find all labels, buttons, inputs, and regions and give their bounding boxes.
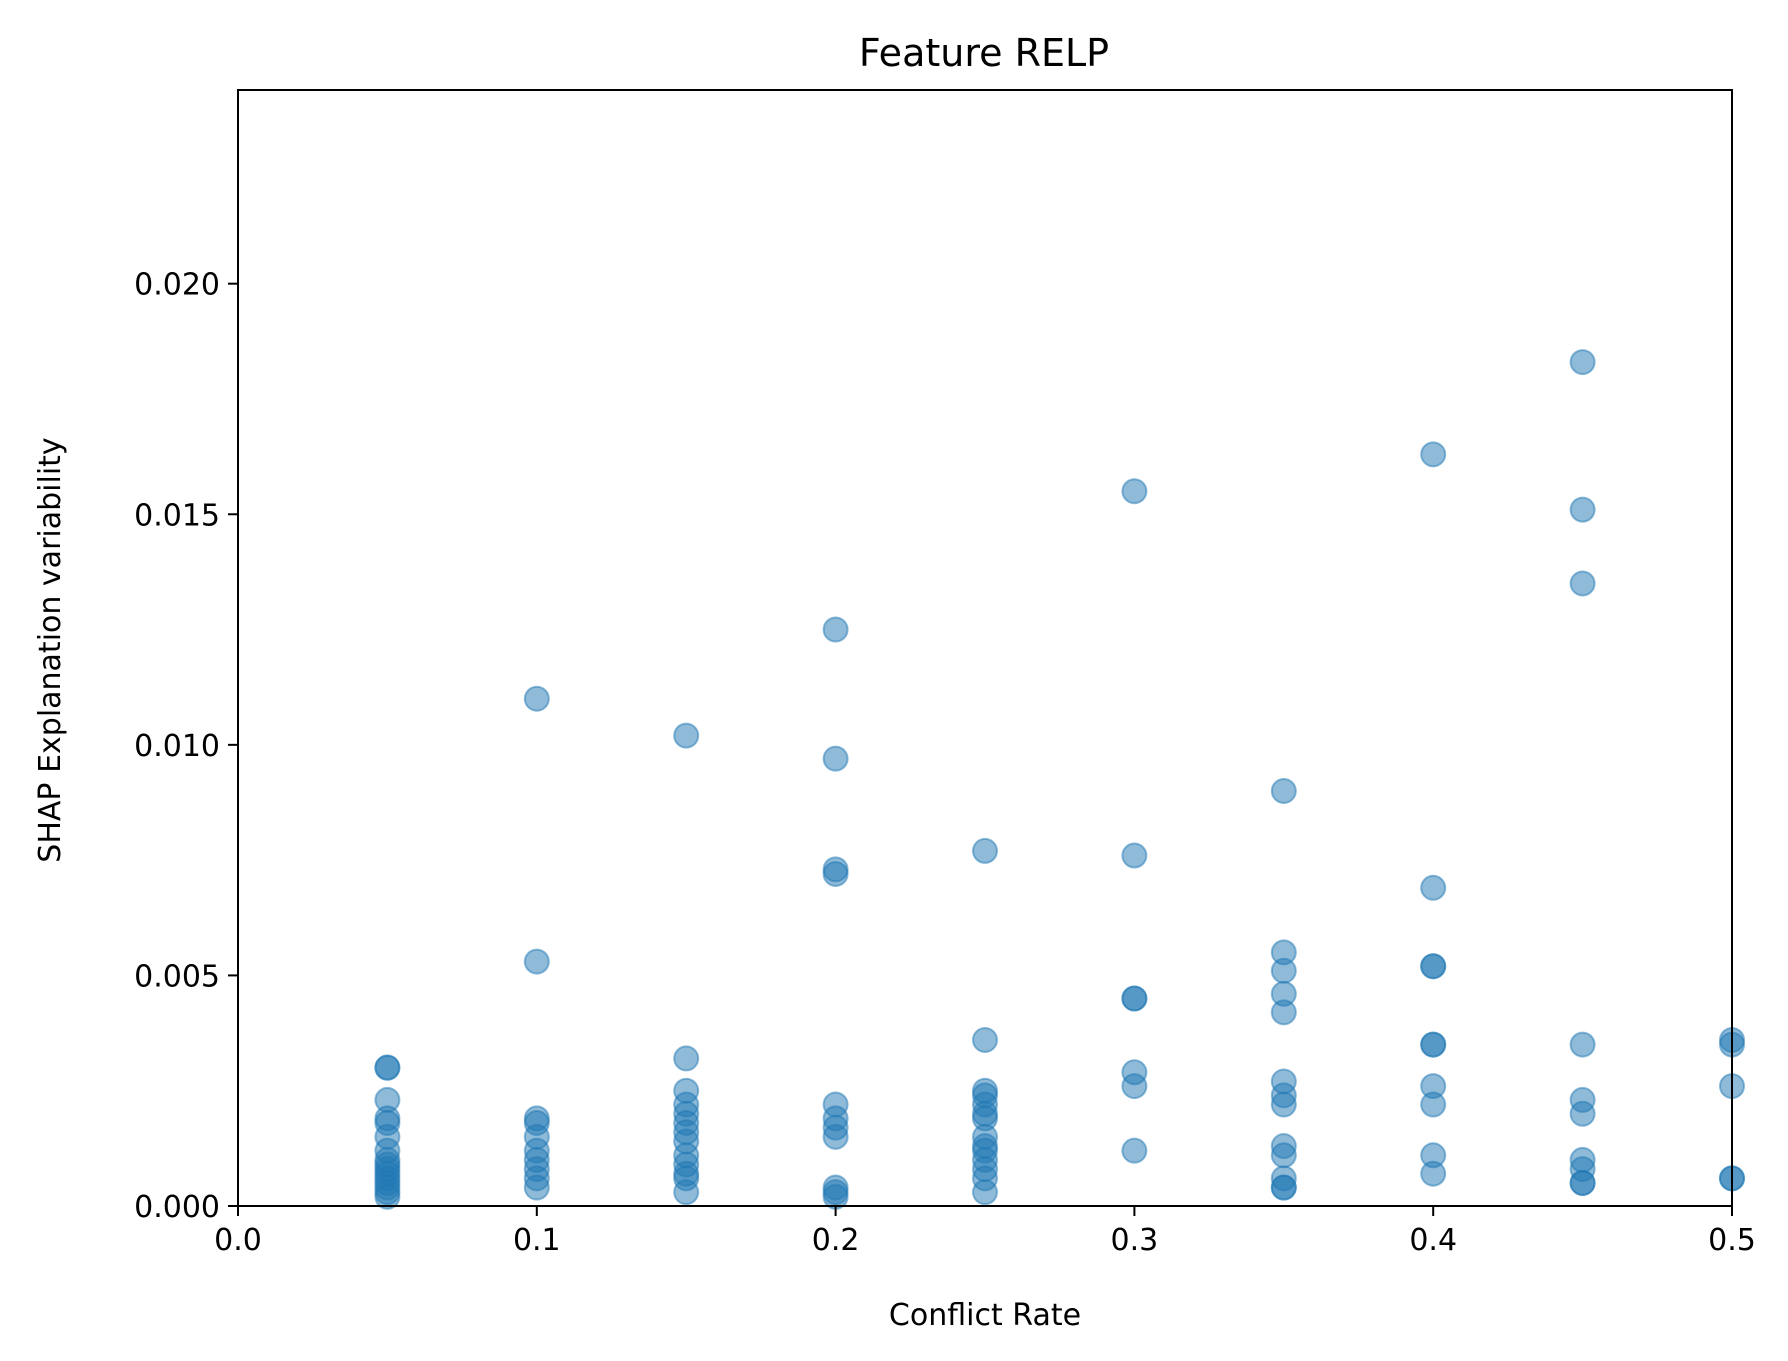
data-point bbox=[1270, 777, 1297, 804]
data-point bbox=[972, 837, 998, 864]
data-point bbox=[523, 1174, 550, 1201]
data-point bbox=[822, 616, 849, 643]
chart-title: Feature RELP bbox=[859, 31, 1109, 75]
data-point bbox=[1569, 570, 1596, 597]
data-point bbox=[822, 1123, 849, 1150]
data-point bbox=[1121, 985, 1148, 1012]
y-tick-label: 0.015 bbox=[134, 498, 220, 533]
data-point bbox=[523, 948, 550, 975]
x-axis: 0.0 0.1 0.2 0.3 0.4 0.5 bbox=[214, 1206, 1756, 1258]
data-point bbox=[1270, 1142, 1297, 1169]
data-point bbox=[822, 745, 849, 772]
data-point bbox=[673, 1179, 700, 1206]
x-tick-label: 0.4 bbox=[1409, 1223, 1457, 1258]
x-axis-title: Conflict Rate bbox=[889, 1298, 1081, 1333]
data-point bbox=[673, 722, 700, 749]
y-axis: 0.000 0.005 0.010 0.015 0.020 bbox=[134, 268, 238, 1225]
data-point bbox=[1270, 999, 1297, 1026]
data-point bbox=[1270, 1174, 1297, 1201]
data-point bbox=[1569, 349, 1596, 376]
y-axis-title: SHAP Explanation variability bbox=[33, 437, 68, 862]
data-point bbox=[1569, 496, 1596, 523]
data-point bbox=[822, 860, 849, 887]
data-point bbox=[1121, 1073, 1148, 1100]
plot-area-frame bbox=[237, 89, 1733, 1207]
x-tick-label: 0.3 bbox=[1111, 1223, 1159, 1258]
data-point bbox=[374, 1183, 401, 1210]
data-points bbox=[374, 349, 1745, 1210]
data-point bbox=[523, 685, 550, 712]
y-tick-label: 0.020 bbox=[134, 268, 220, 303]
y-tick-label: 0.000 bbox=[134, 1190, 220, 1225]
data-point bbox=[1420, 953, 1447, 980]
data-point bbox=[972, 1179, 998, 1206]
y-tick-label: 0.010 bbox=[134, 729, 220, 764]
x-tick-label: 0.2 bbox=[812, 1223, 860, 1258]
data-point bbox=[374, 1054, 401, 1081]
data-point bbox=[1420, 874, 1447, 901]
data-point bbox=[1420, 441, 1447, 468]
data-point bbox=[972, 1026, 998, 1053]
y-tick-label: 0.005 bbox=[134, 959, 220, 994]
data-point bbox=[1121, 1137, 1148, 1164]
data-point bbox=[1420, 1160, 1447, 1187]
data-point bbox=[1569, 1100, 1596, 1127]
x-tick-label: 0.5 bbox=[1708, 1223, 1756, 1258]
data-point bbox=[1270, 957, 1297, 984]
data-point bbox=[1569, 1169, 1596, 1196]
data-point bbox=[1420, 1091, 1447, 1118]
x-tick-label: 0.0 bbox=[214, 1223, 262, 1258]
data-point bbox=[1569, 1031, 1596, 1058]
data-point bbox=[1270, 1091, 1297, 1118]
data-point bbox=[673, 1045, 700, 1072]
data-point bbox=[1121, 842, 1148, 869]
x-tick-label: 0.1 bbox=[513, 1223, 561, 1258]
data-point bbox=[1420, 1031, 1447, 1058]
data-point bbox=[1121, 478, 1148, 505]
